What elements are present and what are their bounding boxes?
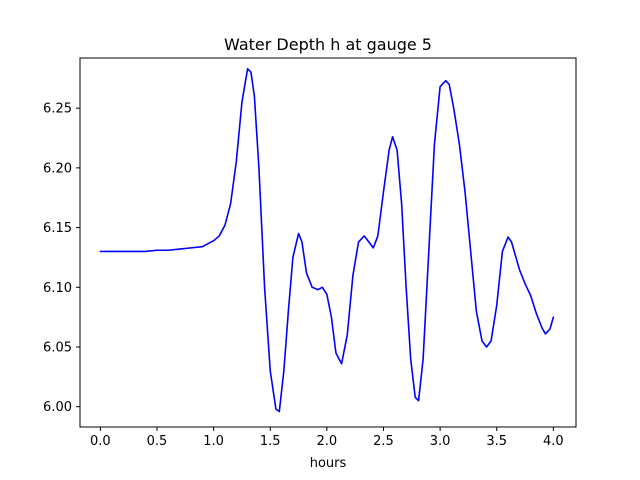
- y-tick-label: 6.15: [43, 221, 72, 236]
- y-tick-label: 6.20: [43, 161, 72, 176]
- y-tick-label: 6.10: [43, 281, 72, 296]
- axes-frame: [79, 57, 577, 428]
- series-line-0: [99, 67, 555, 413]
- y-tick-label: 6.05: [43, 340, 72, 355]
- x-tick-label: 1.5: [260, 434, 281, 449]
- x-tick-label: 3.5: [486, 434, 507, 449]
- x-tick-label: 0.5: [147, 434, 168, 449]
- y-tick-label: 6.00: [43, 400, 72, 415]
- y-tick-label: 6.25: [43, 102, 72, 117]
- x-tick-label: 0.0: [90, 434, 111, 449]
- x-tick-label: 2.0: [317, 434, 338, 449]
- x-axis-label: hours: [310, 456, 347, 471]
- x-tick-label: 4.0: [543, 434, 564, 449]
- plot-area: 0.0 0.5 1.0 1.5 2.0 2.5 3.0 3.5 4.0 6.00 6.05 6.10 6…: [43, 57, 577, 449]
- chart-title: Water Depth h at gauge 5: [224, 35, 432, 54]
- x-tick-label: 1.0: [203, 434, 224, 449]
- x-tick-label: 3.0: [430, 434, 451, 449]
- x-tick-label: 2.5: [373, 434, 394, 449]
